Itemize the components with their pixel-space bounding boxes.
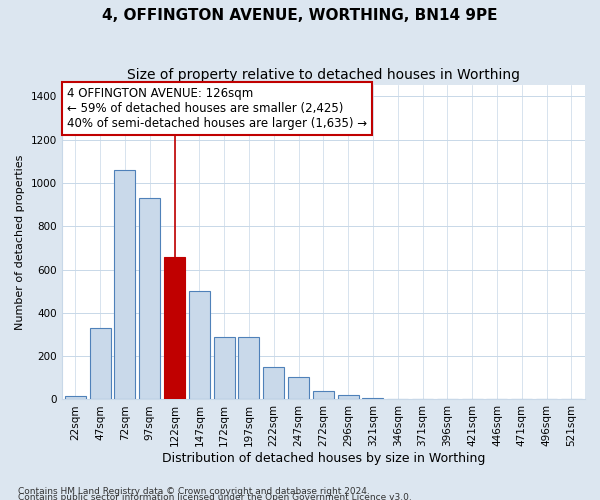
Bar	[288, 376, 309, 400]
Bar	[65, 396, 86, 400]
Bar	[313, 391, 334, 400]
Y-axis label: Number of detached properties: Number of detached properties	[15, 155, 25, 330]
Text: Contains public sector information licensed under the Open Government Licence v3: Contains public sector information licen…	[18, 492, 412, 500]
Text: 4 OFFINGTON AVENUE: 126sqm
← 59% of detached houses are smaller (2,425)
40% of s: 4 OFFINGTON AVENUE: 126sqm ← 59% of deta…	[67, 87, 367, 130]
X-axis label: Distribution of detached houses by size in Worthing: Distribution of detached houses by size …	[161, 452, 485, 465]
Text: Contains HM Land Registry data © Crown copyright and database right 2024.: Contains HM Land Registry data © Crown c…	[18, 487, 370, 496]
Bar	[115, 170, 136, 400]
Bar	[164, 256, 185, 400]
Bar	[362, 398, 383, 400]
Title: Size of property relative to detached houses in Worthing: Size of property relative to detached ho…	[127, 68, 520, 82]
Bar	[89, 328, 110, 400]
Bar	[189, 291, 210, 400]
Bar	[338, 395, 359, 400]
Bar	[139, 198, 160, 400]
Bar	[238, 336, 259, 400]
Bar	[214, 336, 235, 400]
Bar	[263, 367, 284, 400]
Text: 4, OFFINGTON AVENUE, WORTHING, BN14 9PE: 4, OFFINGTON AVENUE, WORTHING, BN14 9PE	[102, 8, 498, 22]
